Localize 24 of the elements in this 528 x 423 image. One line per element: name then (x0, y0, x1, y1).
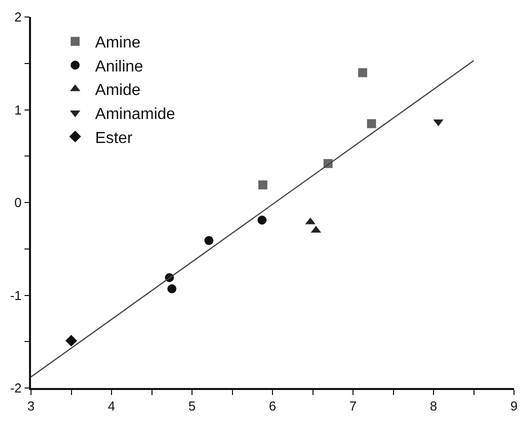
point (258, 216, 267, 225)
legend-label: Aniline (95, 58, 144, 76)
point (258, 180, 268, 190)
x-tick-label: 9 (510, 398, 518, 414)
x-tick-label: 8 (430, 398, 438, 414)
y-tick-label: 2 (14, 10, 22, 25)
point (358, 68, 368, 78)
legend-label: Ester (95, 130, 134, 147)
y-tick-label: -2 (10, 380, 22, 396)
y-tick-label: 0 (14, 195, 22, 210)
point (204, 236, 214, 246)
legend-label: Amide (95, 82, 141, 100)
point (367, 119, 376, 128)
y-tick-label: -1 (10, 288, 22, 303)
x-tick-label: 6 (268, 398, 276, 414)
x-tick-label: 4 (108, 398, 116, 414)
y-tick-label: 1 (14, 102, 22, 118)
point (167, 284, 176, 294)
legend-label: Amine (95, 34, 141, 52)
x-tick-label: 3 (27, 398, 35, 414)
point (65, 334, 78, 347)
x-tick-label: 7 (349, 398, 357, 414)
x-tick-label: 5 (188, 398, 196, 414)
legend-label: Aminamide (95, 106, 176, 123)
